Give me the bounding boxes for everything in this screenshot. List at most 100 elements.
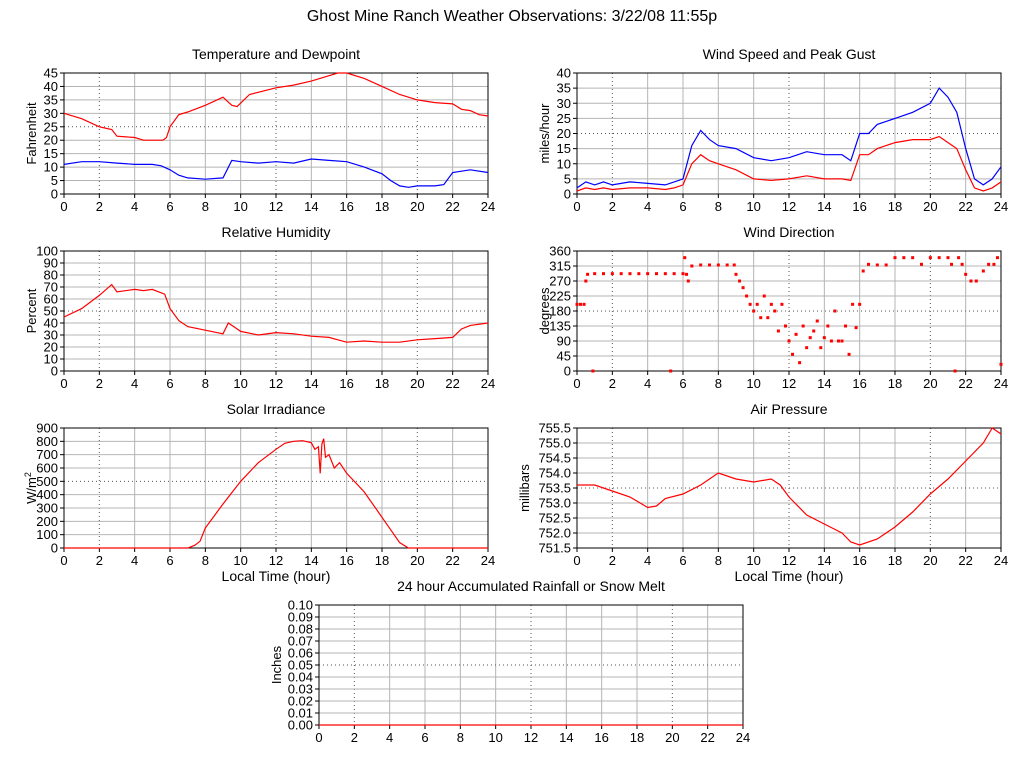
direction-point bbox=[964, 272, 968, 276]
direction-point bbox=[655, 272, 658, 276]
direction-point bbox=[920, 262, 923, 266]
direction-ytick-label: 360 bbox=[549, 244, 571, 259]
page-title: Ghost Mine Ranch Weather Observations: 3… bbox=[306, 8, 718, 25]
direction-point bbox=[844, 324, 848, 328]
direction-point bbox=[946, 256, 950, 260]
direction-xtick-label: 8 bbox=[715, 376, 722, 391]
direction-point bbox=[826, 324, 830, 328]
wind-xtick-label: 18 bbox=[888, 199, 902, 214]
pressure-ytick-label: 755.5 bbox=[538, 421, 571, 436]
rain-ytick-label: 0.00 bbox=[288, 718, 313, 733]
direction-point bbox=[776, 329, 780, 333]
direction-point bbox=[812, 329, 816, 333]
direction-point bbox=[992, 262, 996, 266]
direction-point bbox=[745, 294, 749, 298]
direction-point bbox=[801, 324, 805, 328]
direction-point bbox=[690, 264, 694, 268]
direction-point bbox=[582, 302, 586, 306]
rain-ylabel: Inches bbox=[269, 645, 284, 684]
humidity-xtick-label: 22 bbox=[445, 376, 459, 391]
direction-point bbox=[969, 279, 973, 283]
direction-point bbox=[780, 302, 784, 306]
solar-ytick-label: 500 bbox=[36, 474, 58, 489]
rain-xtick-label: 14 bbox=[559, 730, 573, 745]
direction-point bbox=[741, 286, 745, 290]
temp-series-0 bbox=[63, 72, 489, 141]
direction-point bbox=[808, 336, 812, 340]
direction-point bbox=[759, 316, 763, 320]
rain-ytick-label: 0.07 bbox=[288, 634, 313, 649]
rain-xtick-label: 4 bbox=[386, 730, 393, 745]
pressure-ytick-label: 752.5 bbox=[538, 511, 571, 526]
pressure-ylabel: millibars bbox=[517, 464, 532, 512]
temp-ytick-label: 30 bbox=[44, 106, 58, 121]
solar-title: Solar Irradiance bbox=[227, 401, 326, 417]
direction-point bbox=[805, 346, 809, 350]
temp-xtick-label: 22 bbox=[445, 199, 459, 214]
pressure-ytick-label: 752.0 bbox=[538, 526, 571, 541]
temp-xtick-label: 20 bbox=[410, 199, 424, 214]
humidity-xtick-label: 10 bbox=[233, 376, 247, 391]
direction-point bbox=[575, 302, 579, 306]
solar-ytick-label: 700 bbox=[36, 447, 58, 462]
humidity-ytick-label: 30 bbox=[44, 328, 58, 343]
direction-point bbox=[766, 316, 770, 320]
wind-xtick-label: 24 bbox=[994, 199, 1008, 214]
temp-xtick-label: 12 bbox=[269, 199, 283, 214]
direction-point bbox=[851, 302, 855, 306]
humidity-xtick-label: 4 bbox=[131, 376, 138, 391]
direction-title: Wind Direction bbox=[743, 224, 834, 240]
rain-ytick-label: 0.06 bbox=[288, 646, 313, 661]
solar-ytick-label: 100 bbox=[36, 527, 58, 542]
rain-chart: 24 hour Accumulated Rainfall or Snow Mel… bbox=[269, 578, 750, 745]
humidity-xtick-label: 24 bbox=[481, 376, 495, 391]
direction-point bbox=[591, 369, 595, 373]
direction-point bbox=[752, 309, 756, 313]
wind-xtick-label: 14 bbox=[817, 199, 831, 214]
direction-point bbox=[928, 256, 932, 260]
solar-ylabel: W/m2 bbox=[23, 472, 39, 504]
wind-ytick-label: 25 bbox=[557, 111, 571, 126]
pressure-xtick-label: 20 bbox=[923, 553, 937, 568]
direction-point bbox=[738, 279, 742, 283]
direction-xtick-label: 0 bbox=[573, 376, 580, 391]
temp-xtick-label: 0 bbox=[60, 199, 67, 214]
wind-ytick-label: 20 bbox=[557, 126, 571, 141]
solar-xtick-label: 22 bbox=[445, 553, 459, 568]
pressure-xtick-label: 4 bbox=[644, 553, 651, 568]
solar-ytick-label: 300 bbox=[36, 501, 58, 516]
temp-xtick-label: 8 bbox=[202, 199, 209, 214]
humidity-ytick-label: 40 bbox=[44, 316, 58, 331]
humidity-ytick-label: 90 bbox=[44, 256, 58, 271]
direction-point bbox=[708, 263, 711, 267]
pressure-xtick-label: 24 bbox=[994, 553, 1008, 568]
direction-ytick-label: 135 bbox=[549, 319, 571, 334]
rain-ytick-label: 0.02 bbox=[288, 694, 313, 709]
direction-point bbox=[995, 256, 999, 260]
humidity-ytick-label: 80 bbox=[44, 268, 58, 283]
solar-xlabel: Local Time (hour) bbox=[222, 568, 331, 584]
direction-point bbox=[957, 256, 961, 260]
rain-ytick-label: 0.08 bbox=[288, 622, 313, 637]
direction-point bbox=[672, 272, 676, 276]
humidity-xtick-label: 12 bbox=[269, 376, 283, 391]
direction-point bbox=[829, 339, 833, 343]
solar-xtick-label: 16 bbox=[339, 553, 353, 568]
solar-xtick-label: 24 bbox=[481, 553, 495, 568]
pressure-ytick-label: 754.0 bbox=[538, 466, 571, 481]
humidity-ytick-label: 100 bbox=[36, 244, 58, 259]
pressure-xtick-label: 8 bbox=[715, 553, 722, 568]
direction-point bbox=[787, 339, 791, 343]
rain-xtick-label: 10 bbox=[488, 730, 502, 745]
rain-xtick-label: 24 bbox=[736, 730, 750, 745]
temp-ylabel: Fahrenheit bbox=[24, 102, 39, 165]
humidity-xtick-label: 18 bbox=[375, 376, 389, 391]
rain-ytick-label: 0.09 bbox=[288, 610, 313, 625]
rain-ytick-label: 0.10 bbox=[288, 598, 313, 613]
wind-ytick-label: 40 bbox=[557, 66, 571, 81]
pressure-xtick-label: 12 bbox=[782, 553, 796, 568]
temp-xtick-label: 14 bbox=[304, 199, 318, 214]
direction-point bbox=[681, 272, 685, 276]
wind-series-1 bbox=[576, 135, 1002, 192]
solar-xtick-label: 20 bbox=[410, 553, 424, 568]
